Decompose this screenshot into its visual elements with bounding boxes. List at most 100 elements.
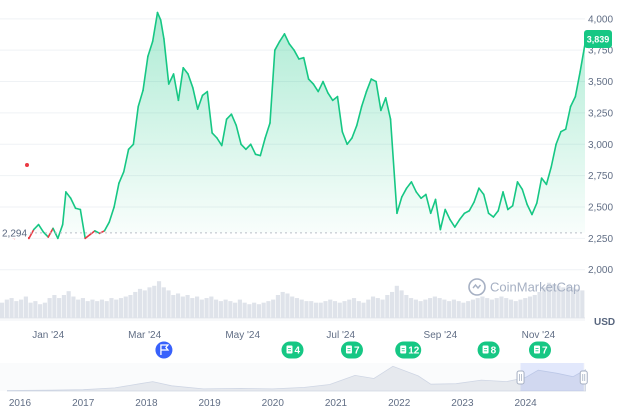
price-segment (425, 193, 432, 215)
volume-bar (95, 301, 100, 318)
volume-bar (413, 299, 418, 318)
price-segment (254, 153, 262, 157)
price-segment (245, 143, 252, 151)
navigator-history (6, 365, 586, 392)
y-tick-label: 3,500 (588, 77, 613, 88)
navigator-selection[interactable] (520, 363, 584, 391)
price-segment (108, 206, 115, 223)
news-event-badge[interactable]: 8 (477, 341, 500, 359)
navigator-year-label: 2021 (325, 398, 348, 409)
event-count: 4 (295, 346, 301, 357)
price-segment (569, 95, 577, 108)
volume-bar (361, 302, 366, 318)
volume-bar (299, 299, 304, 318)
current-price-badge: 3,839 (584, 30, 612, 48)
volume-bar (161, 287, 166, 318)
price-segment (156, 11, 162, 21)
price-segment (52, 227, 59, 240)
price-segment (293, 49, 300, 60)
y-tick-label: 3,000 (588, 140, 613, 151)
price-segment (283, 33, 291, 45)
price-segment (94, 230, 101, 235)
area-fill (0, 12, 585, 239)
price-segment (122, 148, 130, 173)
volume-bar (428, 298, 433, 318)
volume-bar (466, 301, 471, 318)
volume-bar (156, 281, 162, 318)
price-segment (579, 43, 585, 73)
volume-bar (575, 288, 580, 318)
navigator-handle[interactable] (579, 370, 588, 385)
volume-bar (447, 301, 452, 318)
price-segment (32, 223, 40, 231)
event-markers[interactable]: 4 7 12 8 7 (155, 341, 551, 359)
watermark-text: CoinMarketCap (490, 280, 580, 295)
price-segment (468, 201, 475, 212)
flag-event-badge[interactable] (155, 341, 173, 359)
price-segment (118, 171, 125, 184)
navigator-handle[interactable] (516, 370, 525, 385)
price-segment (564, 105, 572, 131)
volume-bar (66, 291, 71, 318)
price-segment (61, 191, 67, 226)
price-segment (187, 73, 194, 89)
news-event-badge[interactable]: 7 (340, 341, 363, 359)
price-segment (400, 187, 408, 198)
price-area (0, 11, 585, 240)
volume-bar (351, 298, 357, 318)
volume-bar (33, 301, 38, 318)
volume-bar (271, 299, 276, 318)
price-segment (274, 40, 281, 51)
volume-bar (565, 285, 571, 318)
y-tick-label: 2,750 (588, 171, 613, 182)
price-segment (380, 97, 387, 112)
price-segment (57, 223, 64, 240)
range-navigator[interactable]: 2016 2017 2018 2019 2020 2021 2022 2023 2024 (0, 363, 588, 409)
volume-bar (99, 299, 105, 318)
outlier-dot (25, 163, 29, 167)
news-event-badge[interactable]: 12 (395, 341, 422, 359)
price-segment (331, 95, 339, 102)
volume-bars (0, 281, 585, 319)
price-segment (69, 197, 77, 210)
news-event-badge[interactable]: 4 (281, 341, 304, 359)
baseline-reference: 2,294 (0, 225, 585, 239)
price-segment (312, 83, 320, 93)
volume-bar (451, 299, 456, 318)
volume-bar (556, 285, 561, 318)
price-segment (360, 90, 368, 108)
volume-bar (61, 295, 66, 318)
volume-bar (137, 288, 143, 318)
price-segment (167, 73, 175, 85)
volume-bar (309, 301, 314, 318)
volume-bar (285, 293, 290, 318)
volume-bar (152, 285, 157, 318)
volume-bar (390, 291, 395, 318)
price-segment (410, 181, 418, 193)
volume-bar (475, 298, 480, 318)
volume-bar (318, 302, 323, 318)
volume-bar (14, 301, 19, 318)
price-segment (531, 202, 538, 216)
price-segment (240, 143, 247, 151)
volume-bar (228, 301, 233, 318)
news-event-badge[interactable]: 7 (529, 341, 551, 359)
price-segment (454, 218, 461, 228)
volume-bar (128, 295, 133, 318)
price-segment (502, 191, 509, 211)
price-segment (526, 203, 533, 216)
volume-bar (123, 296, 128, 318)
navigator-year-label: 2022 (388, 398, 411, 409)
volume-bar (85, 301, 90, 318)
volume-bar (38, 304, 43, 318)
volume-bar (47, 298, 52, 318)
volume-bar (190, 298, 195, 318)
x-tick-label: Jan '24 (32, 330, 64, 341)
y-tick-label: 2,000 (588, 265, 613, 276)
price-segment (132, 105, 140, 146)
price-segment (269, 49, 276, 124)
price-segment (211, 132, 218, 139)
volume-bar (394, 285, 399, 318)
price-segment (560, 128, 567, 133)
